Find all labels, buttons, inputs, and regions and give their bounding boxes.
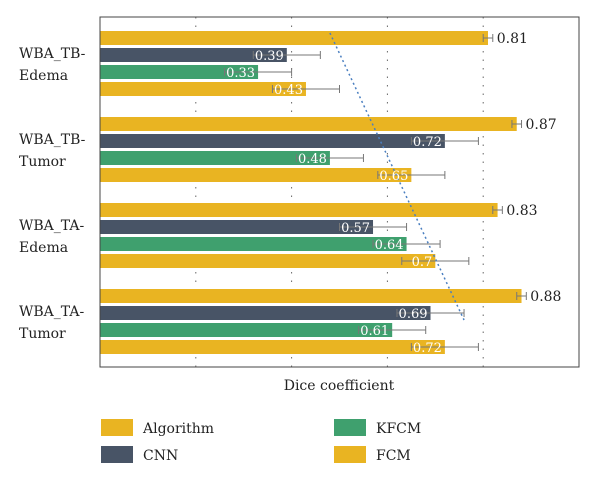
data-label: 0.48: [298, 152, 327, 167]
data-label: 0.72: [413, 341, 442, 356]
bar-kfcm: [100, 65, 259, 79]
legend-swatch: [101, 419, 133, 436]
legend-label: CNN: [143, 448, 178, 464]
bar-kfcm: [100, 323, 393, 337]
data-label: 0.88: [530, 289, 561, 305]
legend: Algorithm KFCM CNN FCM: [101, 419, 421, 464]
category-label: WBA_TA- Tumor: [19, 304, 84, 342]
category-label-line: Edema: [19, 240, 68, 256]
data-label: 0.33: [226, 66, 255, 81]
value-labels: 0.81 0.87 0.83 0.88 0.39 0.72 0.57 0.69 0.33 0.48…: [226, 31, 561, 356]
legend-swatch: [334, 446, 366, 463]
legend-label: Algorithm: [142, 421, 214, 437]
data-label: 0.43: [274, 83, 303, 98]
plot-frame: [99, 16, 580, 368]
bar-kfcm: [100, 151, 330, 165]
bar-cnn: [100, 220, 374, 234]
bar-kfcm: [100, 237, 407, 251]
bar-cnn: [100, 48, 287, 62]
category-label-line: Edema: [19, 68, 68, 84]
data-label: 0.69: [399, 307, 428, 322]
bar-algorithm: [100, 203, 498, 217]
category-labels: WBA_TB-EdemaWBA_TB-TumorWBA_TA-EdemaWBA_…: [19, 46, 86, 342]
plot-border: [99, 16, 580, 368]
legend-swatch: [334, 419, 366, 436]
bar-fcm: [100, 340, 445, 354]
category-label-line: WBA_TA-: [19, 218, 84, 234]
category-label-line: WBA_TA-: [19, 304, 84, 320]
category-label: WBA_TB- Edema: [19, 46, 86, 84]
legend-label: FCM: [376, 448, 411, 464]
legend-label: KFCM: [376, 421, 421, 437]
bar-fcm: [100, 168, 412, 182]
category-label-line: WBA_TB-: [19, 46, 86, 62]
bars: [100, 31, 522, 354]
data-label: 0.64: [375, 238, 404, 253]
bar-algorithm: [100, 289, 522, 303]
category-label-line: WBA_TB-: [19, 132, 86, 148]
bar-algorithm: [100, 117, 517, 131]
error-bars: [224, 34, 527, 351]
data-label: 0.83: [506, 203, 537, 219]
bar-algorithm: [100, 31, 488, 45]
data-label: 0.87: [526, 117, 557, 133]
category-label: WBA_TA- Edema: [19, 218, 84, 256]
bar-cnn: [100, 306, 431, 320]
category-label-line: Tumor: [19, 326, 66, 342]
data-label: 0.57: [341, 221, 370, 236]
data-label: 0.72: [413, 135, 442, 150]
category-label-line: Tumor: [19, 154, 66, 170]
x-axis-title: Dice coefficient: [284, 378, 395, 394]
bar-fcm: [100, 254, 436, 268]
data-label: 0.7: [412, 255, 433, 270]
data-label: 0.81: [497, 31, 528, 47]
legend-swatch: [101, 446, 133, 463]
bar-cnn: [100, 134, 445, 148]
bar-fcm: [100, 82, 306, 96]
data-label: 0.61: [360, 324, 389, 339]
category-label: WBA_TB- Tumor: [19, 132, 86, 170]
data-label: 0.65: [379, 169, 408, 184]
data-label: 0.39: [255, 49, 284, 64]
